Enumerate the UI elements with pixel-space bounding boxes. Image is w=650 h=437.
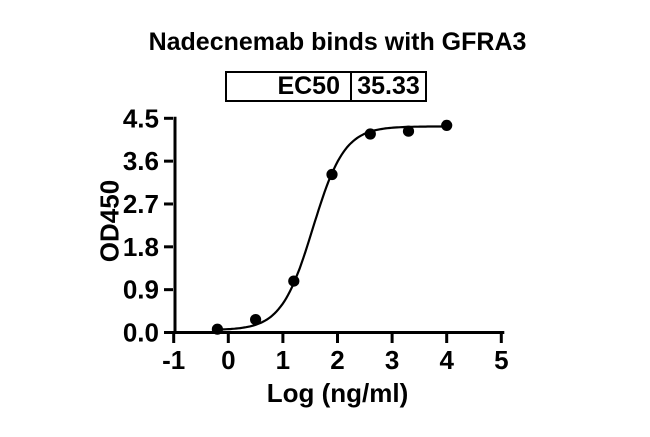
x-tick-label: 0: [221, 345, 235, 375]
data-point: [211, 323, 223, 335]
data-point: [288, 275, 300, 287]
data-point: [326, 168, 338, 181]
y-tick-label: 0.0: [123, 318, 159, 348]
chart-title: Nadecnemab binds with GFRA3: [148, 28, 527, 56]
y-tick-label: 1.8: [123, 232, 159, 262]
x-tick-label: 1: [276, 345, 290, 375]
data-point: [402, 125, 415, 137]
x-tick-label: 4: [439, 345, 454, 375]
ec50-table-value-cell: 35.33: [357, 72, 420, 100]
fit-curve-line: [217, 125, 447, 331]
y-tick-label: 3.6: [123, 146, 159, 176]
y-tick-label: 2.7: [123, 189, 159, 219]
x-tick-label: 2: [330, 345, 344, 375]
data-point: [250, 314, 262, 326]
y-tick-label: 0.9: [123, 275, 159, 305]
data-point: [441, 119, 453, 131]
x-tick-label: 5: [494, 345, 508, 375]
data-point: [364, 128, 376, 140]
x-tick-label: 3: [385, 345, 399, 375]
x-axis-title: Log (ng/ml): [266, 378, 409, 408]
y-axis-title: OD450: [94, 179, 125, 263]
x-tick-label: -1: [162, 345, 185, 375]
ec50-result-table: EC50 35.33: [225, 71, 427, 102]
y-tick-label: 4.5: [123, 103, 159, 133]
ec50-table-label-cell: EC50: [227, 72, 352, 100]
